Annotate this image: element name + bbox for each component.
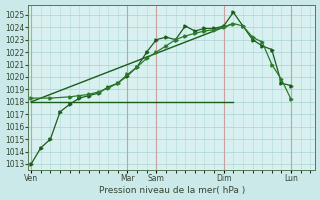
X-axis label: Pression niveau de la mer( hPa ): Pression niveau de la mer( hPa )	[99, 186, 245, 195]
